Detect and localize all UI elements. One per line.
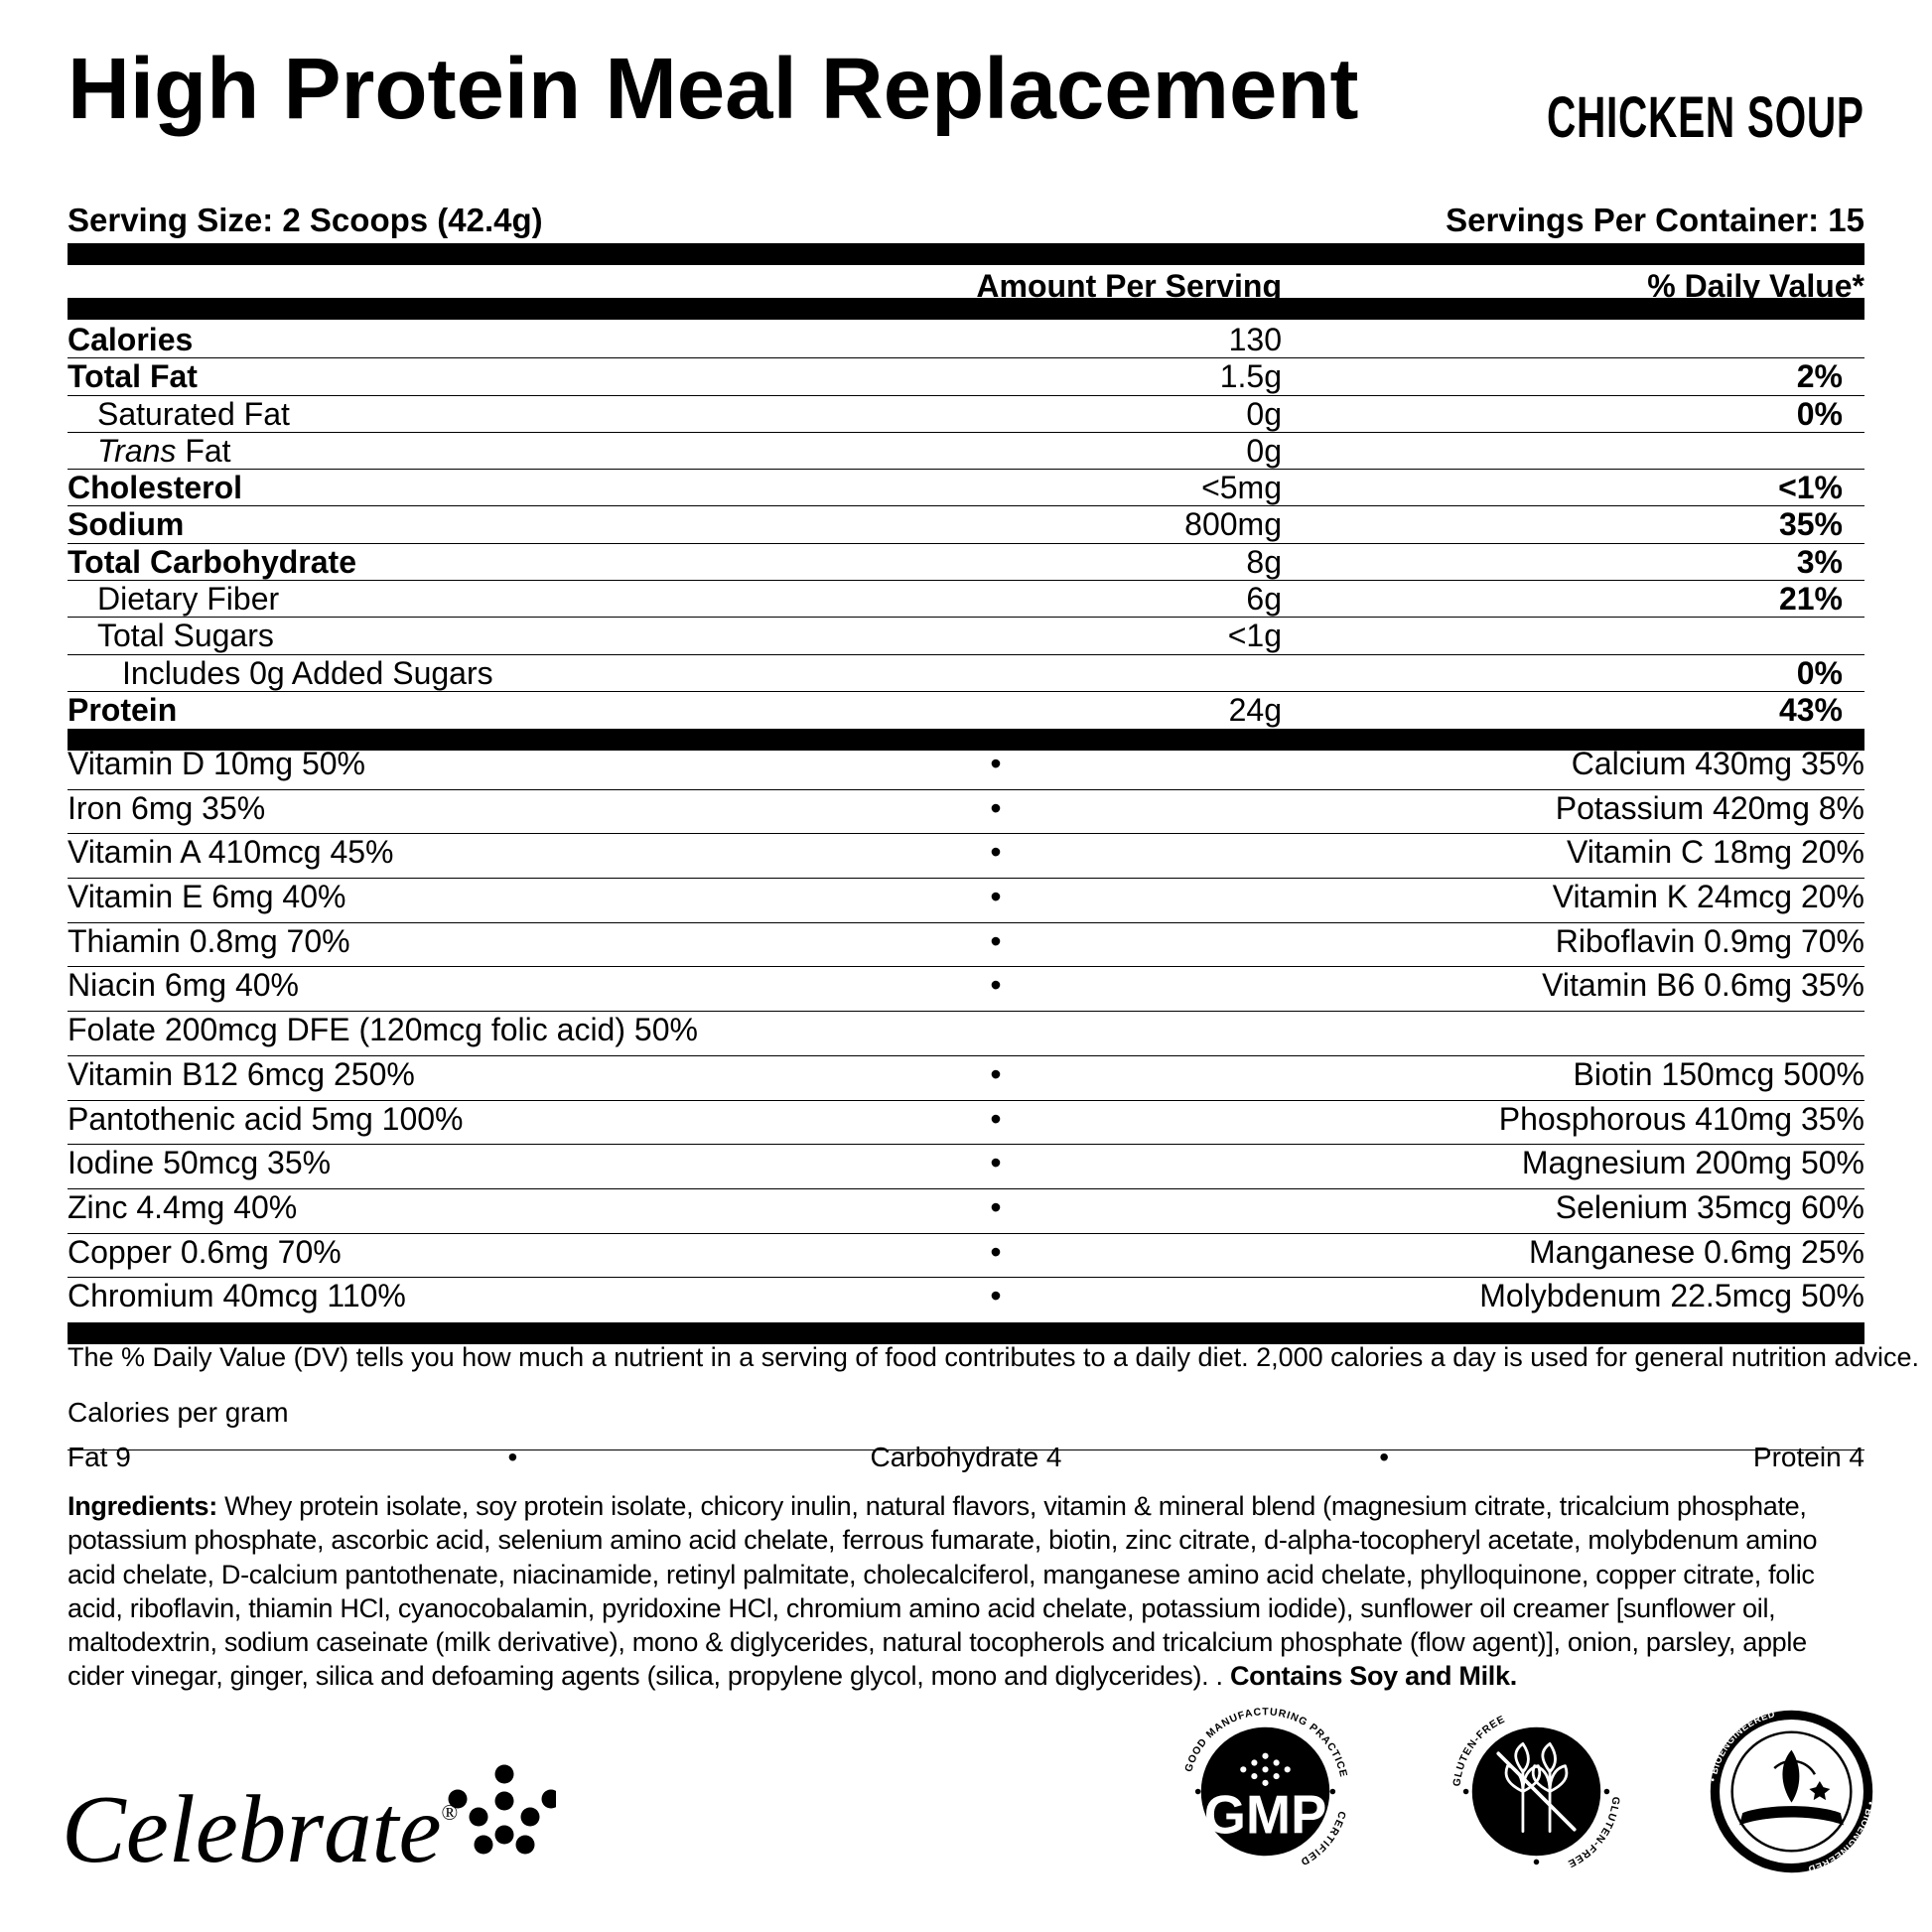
svg-text:GMP: GMP bbox=[1204, 1785, 1327, 1845]
